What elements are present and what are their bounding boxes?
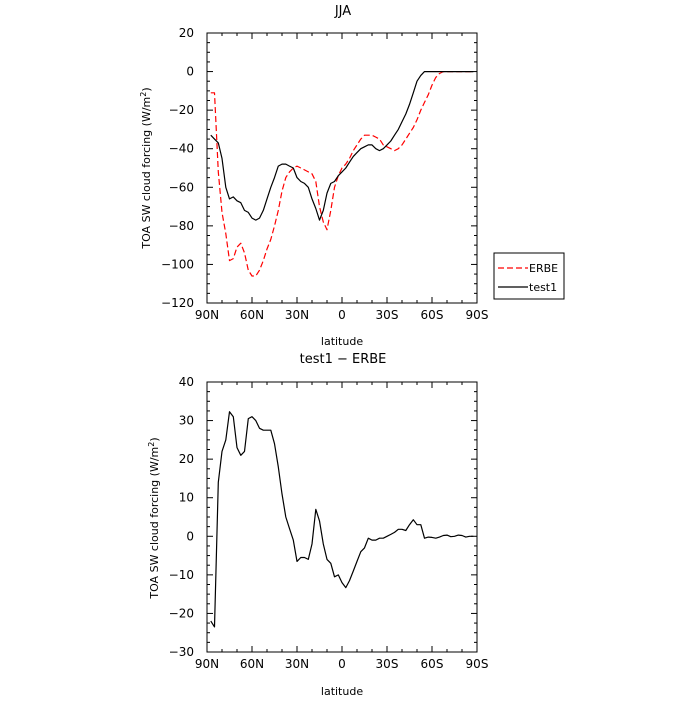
y-tick-label: 20 (179, 26, 194, 40)
panel-jja-x-tick-labels: 90N 60N 30N 0 30S 60S 90S (195, 308, 489, 322)
y-tick-label: −80 (169, 219, 194, 233)
y-tick-label: −30 (169, 645, 194, 659)
y-tick-label: 40 (179, 375, 194, 389)
panel-difference-y-tick-labels: 40 30 20 10 0 −10 −20 −30 (169, 375, 194, 659)
series-line-erbe (210, 70, 474, 277)
x-tick-label: 90S (466, 308, 489, 322)
y-tick-label: −10 (169, 568, 194, 582)
y-tick-label: 0 (186, 65, 194, 79)
y-tick-label: −120 (161, 296, 194, 310)
x-tick-label: 60N (240, 308, 264, 322)
series-line-test1 (210, 70, 474, 221)
panel-title-jja: JJA (334, 4, 351, 19)
x-tick-label: 30N (285, 657, 309, 671)
series-line-difference (210, 411, 474, 628)
legend-label-erbe: ERBE (529, 262, 558, 275)
panel-jja-series (210, 70, 474, 277)
panel-title-difference: test1 − ERBE (300, 352, 387, 367)
x-tick-label: 90N (195, 308, 219, 322)
y-tick-label: −60 (169, 180, 194, 194)
x-tick-label: 60N (240, 657, 264, 671)
y-tick-label: −20 (169, 103, 194, 117)
y-tick-label: −40 (169, 142, 194, 156)
x-axis-label-jja: latitude (321, 335, 363, 348)
x-tick-label: 0 (338, 657, 346, 671)
panel-jja: JJA 90N 60N 30N 0 30S 60S 90S 20 0 −20 −40 −60 −80 −… (139, 4, 565, 348)
panel-difference-frame (206, 381, 478, 653)
x-axis-label-difference: latitude (321, 685, 363, 698)
x-tick-label: 30S (376, 657, 399, 671)
y-axis-label-difference: TOA SW cloud forcing (W/m2) (147, 437, 161, 599)
x-tick-label: 60S (421, 308, 444, 322)
x-tick-label: 90N (195, 657, 219, 671)
legend-box (493, 252, 565, 300)
y-tick-label: 10 (179, 491, 194, 505)
legend-label-test1: test1 (529, 281, 557, 294)
legend: ERBE test1 (493, 252, 565, 300)
panel-jja-y-tick-labels: 20 0 −20 −40 −60 −80 −100 −120 (161, 26, 194, 310)
panel-difference-x-tick-labels: 90N 60N 30N 0 30S 60S 90S (195, 657, 489, 671)
y-tick-label: −20 (169, 606, 194, 620)
x-tick-label: 0 (338, 308, 346, 322)
x-tick-label: 30N (285, 308, 309, 322)
y-tick-label: −100 (161, 257, 194, 271)
x-tick-label: 60S (421, 657, 444, 671)
panel-jja-frame (206, 32, 478, 304)
y-tick-label: 30 (179, 414, 194, 428)
x-tick-label: 90S (466, 657, 489, 671)
panel-difference: test1 − ERBE 90N 60N 30N 0 30S 60S 90S 40 30 20 1… (147, 352, 488, 698)
panel-difference-series (210, 411, 474, 628)
x-tick-label: 30S (376, 308, 399, 322)
y-tick-label: 20 (179, 452, 194, 466)
y-axis-label-jja: TOA SW cloud forcing (W/m2) (139, 87, 153, 249)
y-tick-label: 0 (186, 529, 194, 543)
